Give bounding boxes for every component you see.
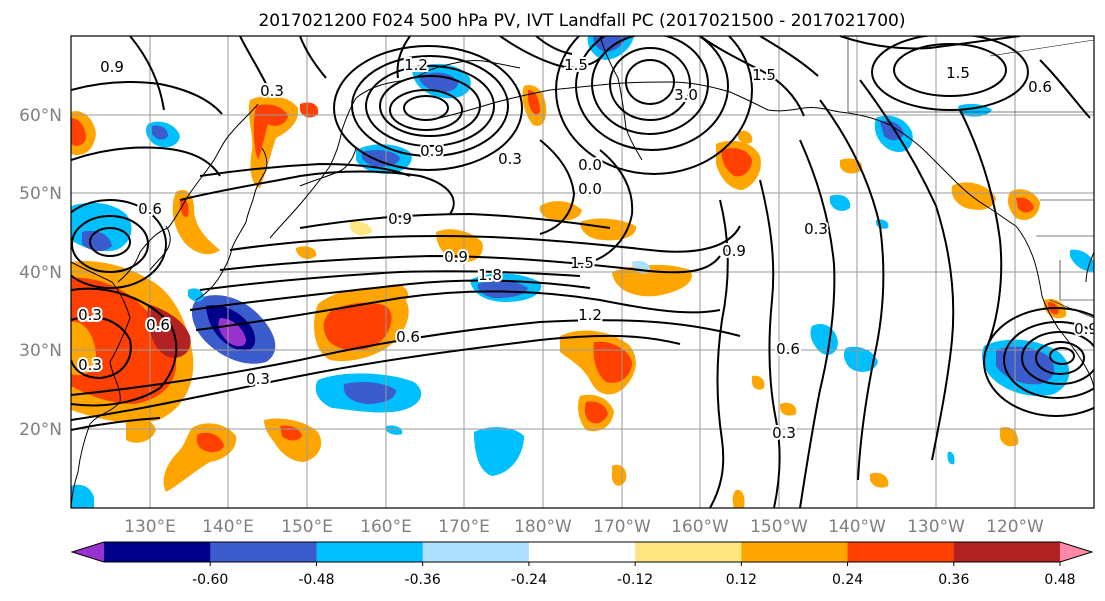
lon-label: 140°W — [828, 517, 886, 537]
colorbar-outline — [70, 541, 1094, 563]
contour-label: 1.8 — [478, 266, 502, 284]
contour-label: 0.6 — [138, 200, 162, 218]
lat-label: 40°N — [19, 263, 62, 283]
contour-label: 0.0 — [578, 180, 602, 198]
contour-label: 0.6 — [1028, 78, 1052, 96]
colorbar-tick-label: -0.24 — [511, 572, 547, 588]
contour-label: 0.3 — [78, 306, 102, 324]
lat-label: 50°N — [19, 184, 62, 204]
shaded-fields — [71, 36, 1094, 508]
contour-label: 3.0 — [674, 86, 698, 104]
colorbar-segment — [635, 542, 742, 562]
figure-title: 2017021200 F024 500 hPa PV, IVT Landfall… — [258, 11, 905, 31]
latitude-labels: 60°N 50°N 40°N 30°N 20°N — [19, 106, 62, 440]
lon-label: 180°W — [514, 517, 572, 537]
colorbar-tick-label: -0.12 — [617, 572, 653, 588]
contour-label: 0.6 — [396, 328, 420, 346]
lon-label: 150°E — [281, 517, 333, 537]
colorbar-tick-label: 0.36 — [938, 572, 969, 588]
colorbar-segment — [210, 542, 317, 562]
contour-label: 0.3 — [498, 150, 522, 168]
contour-label: 1.5 — [752, 66, 776, 84]
contour-label: 1.2 — [404, 56, 428, 74]
colorbar-segment — [528, 542, 636, 562]
contour-label: 0.9 — [444, 248, 468, 266]
colorbar-tick-label: 0.24 — [832, 572, 863, 588]
contour-label: 0.3 — [804, 220, 828, 238]
colorbar-segment — [316, 542, 424, 562]
colorbar-segment — [953, 542, 1061, 562]
lat-label: 20°N — [19, 420, 62, 440]
contour-label: 0.3 — [78, 356, 102, 374]
contour-label: 0.9 — [1074, 320, 1098, 338]
contour-label: 0.6 — [146, 316, 170, 334]
contour-label: 1.5 — [946, 64, 970, 82]
contour-label: 0.0 — [578, 156, 602, 174]
lon-label: 140°E — [202, 517, 254, 537]
contour-label: 0.9 — [100, 58, 124, 76]
lon-label: 160°E — [360, 517, 412, 537]
lon-label: 170°E — [438, 517, 490, 537]
lon-label: 130°W — [907, 517, 965, 537]
contour-label: 0.3 — [772, 424, 796, 442]
contour-label: 0.9 — [388, 210, 412, 228]
contour-label: 0.3 — [246, 370, 270, 388]
contour-label: 0.9 — [722, 242, 746, 260]
lon-label: 160°W — [671, 517, 729, 537]
pv-contours — [71, 36, 1094, 508]
colorbar-segment — [741, 542, 849, 562]
contour-label: 1.2 — [578, 306, 602, 324]
lon-label: 150°W — [750, 517, 808, 537]
contour-label: 0.3 — [260, 82, 284, 100]
colorbar-tick-label: 0.12 — [726, 572, 757, 588]
colorbar: -0.60 -0.48 -0.36 -0.24 -0.12 0.12 0.24 0.36 0.4… — [70, 541, 1094, 588]
colorbar-segment — [422, 542, 530, 562]
coastlines — [71, 36, 1094, 508]
contour-label: 1.5 — [564, 56, 588, 74]
contour-label: 1.5 — [570, 254, 594, 272]
lon-label: 120°W — [986, 517, 1044, 537]
contour-label: 0.6 — [776, 340, 800, 358]
colorbar-tick-label: 0.48 — [1044, 572, 1075, 588]
lon-label: 130°E — [124, 517, 176, 537]
map-panel: 0.9 0.3 1.2 0.9 0.3 0.0 1.5 0.9 0.6 1.5 … — [70, 35, 1098, 509]
longitude-labels: 130°E 140°E 150°E 160°E 170°E 180°W 170°… — [124, 517, 1044, 537]
colorbar-segment — [847, 542, 955, 562]
map-frame — [70, 35, 1095, 509]
lat-label: 30°N — [19, 341, 62, 361]
lat-label: 60°N — [19, 106, 62, 126]
lon-label: 170°W — [593, 517, 651, 537]
colorbar-extend-low — [72, 542, 104, 562]
colorbar-segment — [104, 542, 211, 562]
contour-label: 0.9 — [420, 142, 444, 160]
colorbar-tick-label: -0.36 — [405, 572, 441, 588]
colorbar-extend-high — [1060, 542, 1092, 562]
contour-labels: 0.9 0.3 1.2 0.9 0.3 0.0 1.5 0.9 0.6 1.5 … — [76, 54, 1098, 444]
colorbar-tick-label: -0.48 — [298, 572, 334, 588]
colorbar-tick-label: -0.60 — [192, 572, 228, 588]
